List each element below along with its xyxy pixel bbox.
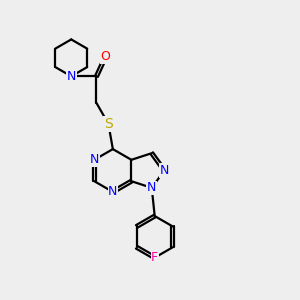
Text: S: S: [104, 117, 113, 131]
Text: O: O: [100, 50, 110, 64]
Text: N: N: [108, 185, 118, 198]
Text: N: N: [90, 153, 99, 166]
Text: N: N: [147, 181, 156, 194]
Text: F: F: [151, 251, 158, 264]
Text: N: N: [67, 70, 76, 83]
Text: N: N: [160, 164, 169, 177]
